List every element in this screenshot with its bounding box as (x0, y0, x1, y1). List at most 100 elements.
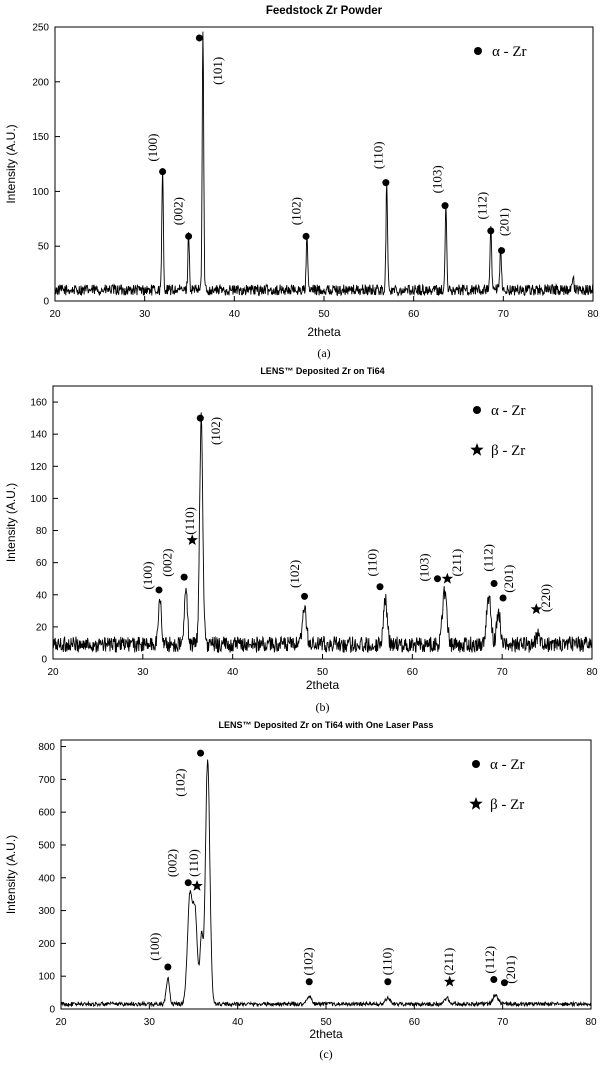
peak-miller-index-label: (110) (182, 507, 197, 535)
alpha-zr-dot-marker (384, 978, 392, 986)
legend-dot-icon (473, 406, 481, 414)
y-tick-label: 700 (38, 775, 55, 786)
x-tick-label: 20 (47, 667, 59, 678)
alpha-zr-dot-marker (180, 573, 188, 581)
x-tick-label: 50 (317, 667, 329, 678)
x-tick-label: 60 (408, 309, 420, 320)
alpha-zr-dot-marker (159, 168, 167, 176)
peak-miller-index-label: (102) (301, 947, 316, 975)
peak-miller-index-label: (110) (370, 141, 385, 169)
x-tick-label: 70 (497, 667, 509, 678)
alpha-zr-dot-marker (164, 963, 172, 971)
legend-star-icon (469, 797, 483, 810)
peak-miller-index-label: (002) (160, 549, 175, 577)
beta-zr-star-marker (444, 975, 456, 987)
peak-miller-index-label: (211) (441, 948, 456, 976)
beta-zr-star-marker (186, 534, 198, 545)
alpha-zr-dot-marker (184, 879, 192, 887)
y-tick-label: 200 (38, 939, 55, 950)
chart-panel-c: LENS™ Deposited Zr on Ti64 with One Lase… (4, 720, 597, 1061)
panel-label: (a) (317, 346, 330, 360)
peak-miller-index-label: (101) (210, 57, 225, 85)
y-tick-label: 150 (32, 132, 49, 143)
beta-zr-star-marker (530, 603, 542, 615)
chart-title: Feedstock Zr Powder (266, 5, 383, 17)
chart-title: LENS™ Deposited Zr on Ti64 with One Lase… (219, 720, 434, 730)
y-tick-label: 140 (30, 430, 47, 441)
alpha-zr-dot-marker (498, 247, 506, 255)
legend-dot-icon (472, 760, 480, 768)
alpha-zr-dot-marker (196, 414, 204, 422)
x-tick-label: 70 (498, 309, 510, 320)
x-tick-label: 50 (320, 1017, 332, 1028)
peak-miller-index-label: (110) (364, 549, 379, 577)
alpha-zr-dot-marker (155, 586, 163, 594)
alpha-zr-dot-marker (490, 975, 498, 983)
x-axis-label: 2theta (307, 325, 341, 339)
peak-miller-index-label: (110) (186, 849, 201, 877)
alpha-zr-dot-marker (305, 978, 313, 986)
plot-frame (54, 26, 594, 302)
y-tick-label: 40 (36, 590, 48, 601)
y-tick-label: 400 (38, 873, 55, 884)
y-tick-label: 0 (43, 297, 49, 308)
x-tick-label: 60 (407, 667, 419, 678)
alpha-zr-dot-marker (441, 202, 449, 210)
legend-dot-icon (474, 47, 482, 55)
xrd-trace (60, 759, 592, 1008)
y-tick-label: 20 (36, 622, 48, 633)
y-tick-label: 100 (32, 187, 49, 198)
y-tick-label: 50 (38, 242, 50, 253)
x-tick-label: 30 (137, 667, 149, 678)
y-tick-label: 0 (41, 655, 47, 666)
legend-label: α - Zr (491, 403, 526, 419)
x-tick-label: 40 (232, 1017, 244, 1028)
x-tick-label: 50 (318, 309, 330, 320)
alpha-zr-dot-marker (376, 583, 384, 591)
beta-zr-star-marker (441, 572, 454, 584)
peak-miller-index-label: (201) (503, 956, 518, 984)
peak-miller-index-label: (100) (140, 561, 155, 589)
alpha-zr-dot-marker (382, 179, 390, 187)
peak-miller-index-label: (100) (145, 133, 160, 161)
y-tick-label: 60 (36, 558, 48, 569)
peak-miller-index-label: (103) (417, 553, 432, 581)
peak-miller-index-label: (002) (165, 849, 180, 877)
chart-panel-a: Feedstock Zr Powder 20 30 40 50 60 70 80 0 50 100 1… (4, 5, 599, 360)
chart-title: LENS™ Deposited Zr on Ti64 (260, 366, 384, 376)
peak-miller-index-label: (110) (379, 948, 394, 976)
x-tick-label: 40 (227, 667, 239, 678)
y-tick-label: 800 (38, 742, 55, 753)
panel-label: (c) (319, 1047, 332, 1061)
plot-frame (52, 385, 593, 660)
x-tick-label: 30 (139, 309, 151, 320)
x-tick-label: 20 (55, 1017, 67, 1028)
peak-miller-index-label: (112) (482, 946, 497, 974)
alpha-zr-dot-marker (487, 227, 495, 235)
x-tick-label: 60 (409, 1017, 421, 1028)
y-tick-label: 200 (32, 77, 49, 88)
alpha-zr-dot-marker (499, 594, 507, 602)
peak-miller-index-label: (220) (538, 584, 553, 612)
alpha-zr-dot-marker (185, 232, 193, 240)
legend-label: α - Zr (490, 757, 525, 773)
alpha-zr-dot-marker (195, 34, 203, 42)
x-tick-label: 80 (586, 667, 598, 678)
legend-label: β - Zr (490, 797, 524, 813)
peak-miller-index-label: (112) (480, 544, 495, 572)
y-tick-label: 500 (38, 840, 55, 851)
y-axis-label: Intensity (A.U.) (4, 124, 18, 203)
alpha-zr-dot-marker (490, 580, 498, 588)
xrd-trace (54, 31, 594, 297)
y-tick-label: 160 (30, 398, 47, 409)
xrd-trace (52, 412, 593, 654)
x-tick-label: 20 (49, 309, 61, 320)
legend-label: α - Zr (492, 44, 527, 60)
y-tick-label: 100 (30, 494, 47, 505)
chart-panel-b: LENS™ Deposited Zr on Ti64 20 30 40 50 60 70 80… (4, 366, 598, 714)
legend-star-icon (470, 443, 484, 456)
y-tick-label: 80 (36, 526, 48, 537)
peak-miller-index-label: (112) (474, 192, 489, 220)
legend-label: β - Zr (491, 443, 525, 459)
